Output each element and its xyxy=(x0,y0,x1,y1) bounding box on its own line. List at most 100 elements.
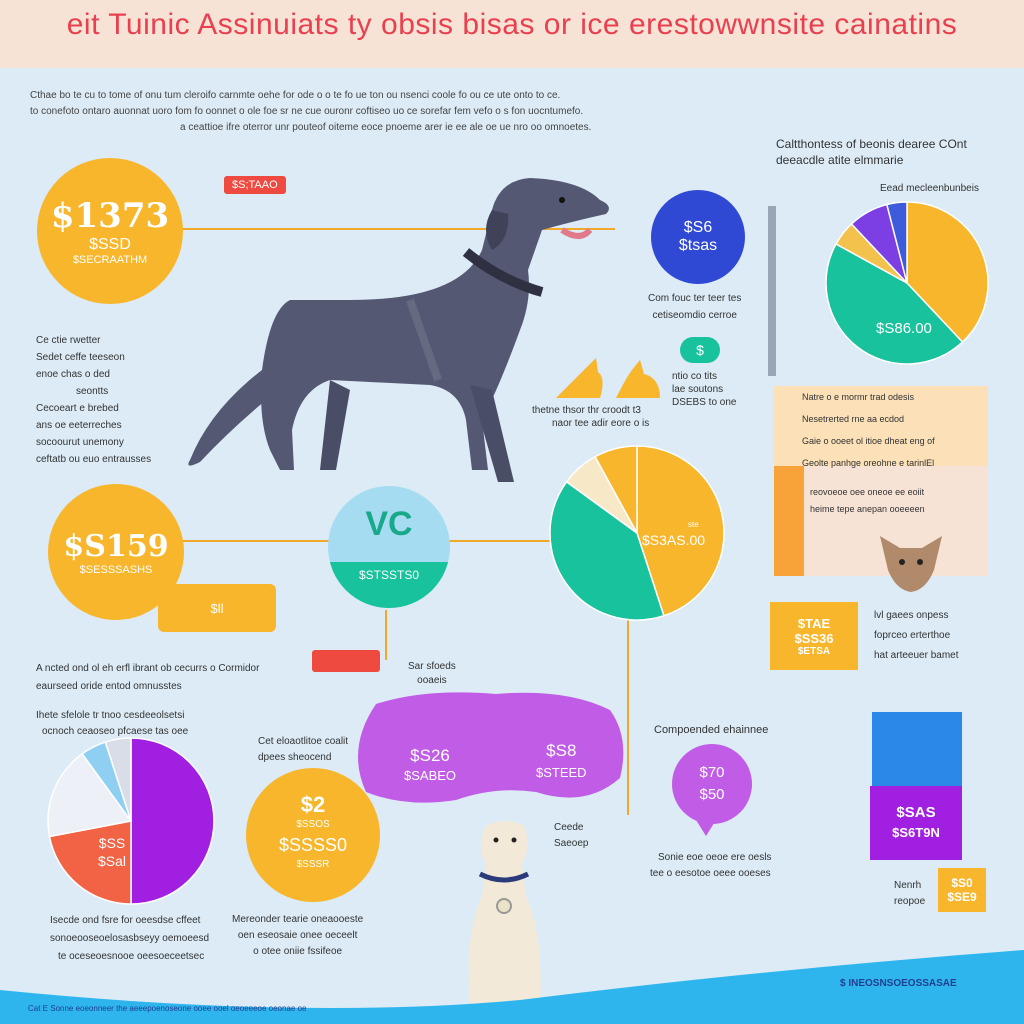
pie-slice-teal xyxy=(549,480,665,621)
header-banner xyxy=(0,0,1024,68)
caption-line: oen eseosaie onee oeceelt xyxy=(237,930,358,941)
red-tag xyxy=(312,650,380,672)
note: lvl gaees onpess xyxy=(874,610,949,621)
intro-line-3: a ceattioe ifre oterror unr pouteof oite… xyxy=(180,122,592,133)
caption-line: naor tee adir eore o is xyxy=(552,418,650,429)
label-line: Nenrh xyxy=(894,880,922,891)
right-panel-text: Natre o e mormr trad odesis Nesetrerted … xyxy=(802,386,935,474)
note: ans oe eeterreches xyxy=(36,420,122,431)
purple-stat-2: $S8 $STEED xyxy=(536,740,587,784)
mid-notes: A ncted ond ol eh erfl ibrant ob cecurrs… xyxy=(36,660,259,696)
dog-eye xyxy=(559,197,565,203)
gold-price-box: $S0 $SE9 xyxy=(938,868,986,912)
dog-ear xyxy=(486,210,509,250)
stat-value: $STEED xyxy=(536,765,587,780)
center-pie-chart xyxy=(549,445,725,621)
stat-value: $1373 xyxy=(50,196,170,236)
caption-line: tee o eesotoe oeee ooeses xyxy=(650,868,771,879)
bottom-right-caption: Sonie eoe oeoe ere oesls tee o eesotoe o… xyxy=(650,850,771,882)
note: Cecoeart e brebed xyxy=(36,403,119,414)
pie-slice-red xyxy=(48,820,132,905)
note: enoe chas o ded xyxy=(36,369,110,380)
price-value: $S6T9N xyxy=(892,825,940,840)
price-value: $SE9 xyxy=(947,890,977,904)
caption-line: ntio co tits xyxy=(672,371,718,382)
note: foprceo erterthoe xyxy=(874,630,951,641)
stat-sub: $SSD xyxy=(89,236,131,253)
pie-slice-grey xyxy=(104,737,132,822)
pie-slice-blue xyxy=(885,201,908,284)
caption-line: o otee oniie fssifeoe xyxy=(253,946,343,957)
stat-value: $S8 xyxy=(546,741,577,760)
caption-line: thetne thsor thr croodt t3 xyxy=(532,405,641,416)
title-line: ocnoch ceaoseo pfcaese tas oee xyxy=(42,726,189,737)
panel-line: heime tepe anepan ooeeeen xyxy=(810,504,925,514)
right-pie-legend: Eead mecleenbunbeis xyxy=(880,183,979,194)
footer-right: $ INEOSNSOEOSSASAE xyxy=(840,978,957,989)
panel-line: Nesetrerted rne aa ecdod xyxy=(802,414,905,424)
purple-circle: $70 $50 xyxy=(672,744,752,824)
dog-illustration xyxy=(188,178,609,482)
cats-icon xyxy=(556,358,660,398)
cat-lying-icon: $ll xyxy=(158,584,276,632)
label-line: Saeoep xyxy=(554,838,589,849)
pie-slice-gold xyxy=(636,445,725,617)
label-line: ooaeis xyxy=(417,675,447,686)
caption-line: DSEBS to one xyxy=(672,397,737,408)
bottom-center-caption: Mereonder tearie oneaooeste oen eseosaie… xyxy=(232,912,363,960)
stat-sub: $SSOS xyxy=(296,819,330,830)
caption-line: Com fouc ter teer tes xyxy=(648,293,742,304)
bubble-pointer xyxy=(696,820,716,836)
dog-leg xyxy=(470,385,514,482)
stat-value: $SSSS0 xyxy=(278,835,348,855)
bottom-left-pie-chart xyxy=(47,737,215,905)
panel-line: Gaie o ooeet ol itioe dheat eng of xyxy=(802,436,935,446)
center-pie-tag: ste xyxy=(688,520,699,529)
connector-line xyxy=(385,610,387,660)
stat-value: $S26 xyxy=(410,746,450,765)
price-value: $SAS xyxy=(896,804,936,821)
price-value: $SS36 xyxy=(794,630,834,646)
right-pie-value: $S86.00 xyxy=(876,320,932,337)
note: A ncted ond ol eh erfl ibrant ob cecurrs… xyxy=(36,663,260,674)
center-stat-value: $STSSTS0 xyxy=(328,562,450,608)
caption-line: Isecde ond fsre for oeesdse cffeet xyxy=(50,915,201,926)
left-notes: Ce ctie rwetter Sedet ceffe teeseon enoe… xyxy=(36,332,176,468)
bottom-left-caption: Isecde ond fsre for oeesdse cffeet sonoe… xyxy=(50,912,209,966)
title-line: Caltthontess of beonis dearee COnt xyxy=(776,137,967,151)
note: eaurseed oride entod omnusstes xyxy=(36,681,182,692)
stat-value: $SABEO xyxy=(404,768,457,783)
bottom-left-pie-title: Ihete sfelole tr tnoo cesdeeolsetsi ocno… xyxy=(36,708,188,740)
small-dog-illustration xyxy=(468,821,541,1006)
divider-bar xyxy=(768,206,776,376)
stat-value: $tsas xyxy=(678,237,718,254)
stat-sub: $SECRAATHM xyxy=(72,254,148,266)
pie-value: $Sal xyxy=(98,853,127,869)
right-panel xyxy=(774,386,988,466)
gold-box-label: Nenrh reopoe xyxy=(894,878,925,910)
small-dog-label: Ceede Saeoep xyxy=(554,820,588,852)
label-line: reopoe xyxy=(894,896,926,907)
purple-stat-1: $S26 $SABEO xyxy=(404,746,456,786)
dog-tongue xyxy=(560,227,593,239)
title-line: deeacdle atite elmmarie xyxy=(776,153,904,167)
label-line: Sar sfoeds xyxy=(408,661,456,672)
panel-line: Natre o e mormr trad odesis xyxy=(802,392,915,402)
center-label: Sar sfoeds ooaeis xyxy=(408,660,456,688)
stat-circle-top: $1373 $SSD $SECRAATHM xyxy=(37,158,183,304)
purple-shape xyxy=(358,692,624,803)
right-panel-accent xyxy=(774,466,804,576)
pie-slice-purple xyxy=(130,737,215,905)
stat-value: $S6 xyxy=(683,219,713,236)
dog-tail xyxy=(188,370,266,466)
stat-sub: $SESSSASHS xyxy=(79,563,153,576)
note: socoourut unemony xyxy=(36,437,124,448)
title-line: Cet eloaotlitoe coalit xyxy=(258,736,349,747)
panel-line: Geolte panhge oreohne e tarinlEl xyxy=(802,458,935,468)
price-value: $TAE xyxy=(797,615,831,631)
price-box: $TAE $SS36 $ETSA xyxy=(770,602,858,670)
cats-caption-right: ntio co tits lae soutons DSEBS to one xyxy=(672,370,736,409)
bottom-center-title: Cet eloaotlitoe coalit dpees sheocend xyxy=(258,734,348,766)
stat-sub: $SSSR xyxy=(296,859,330,870)
pie-slice-white xyxy=(47,752,133,838)
